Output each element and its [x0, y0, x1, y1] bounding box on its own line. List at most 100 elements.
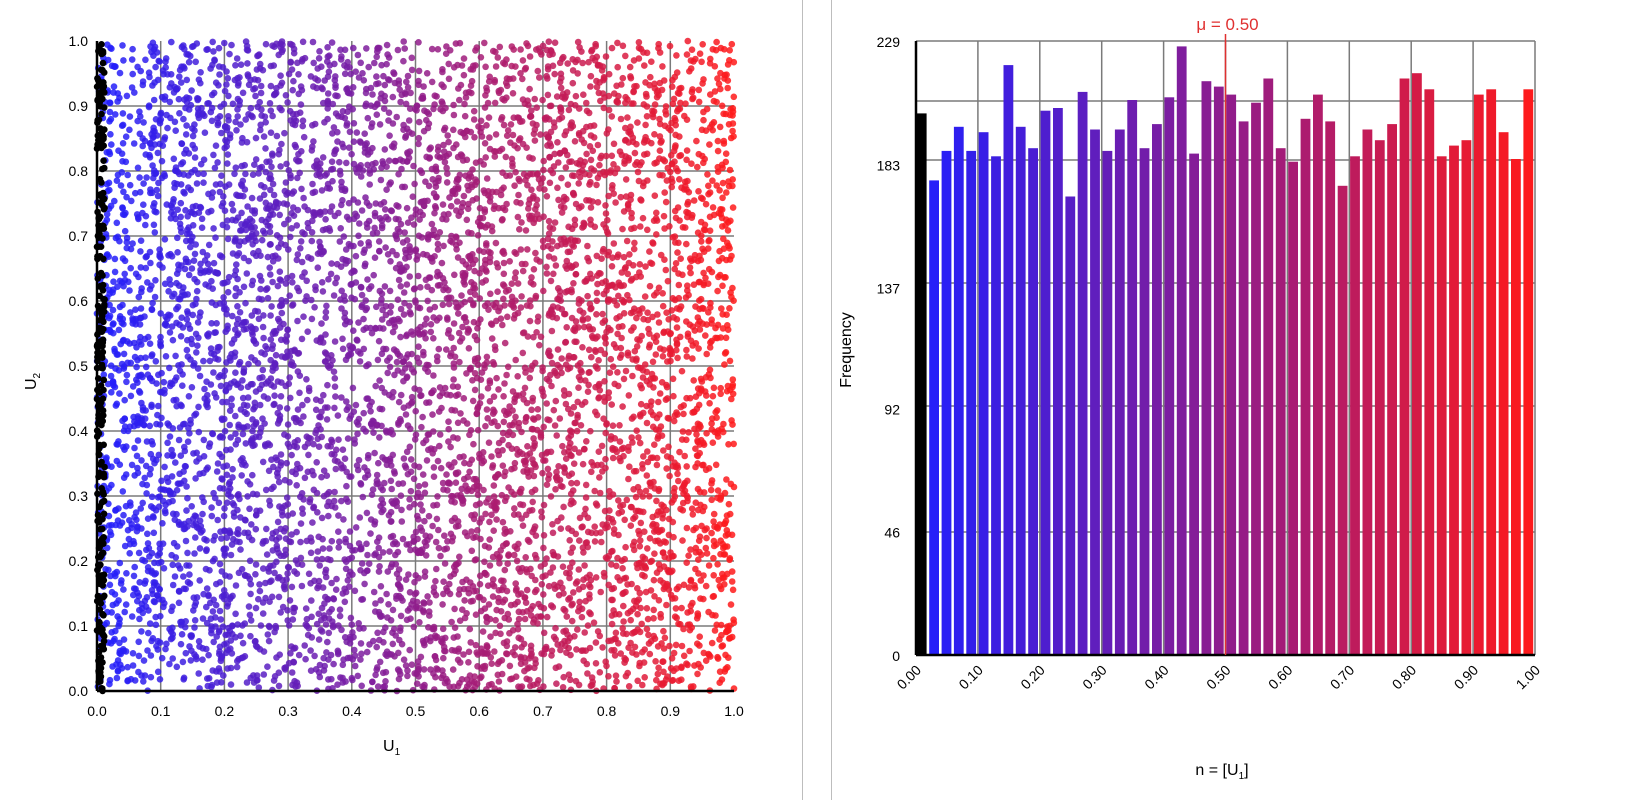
scatter-point [561, 464, 568, 471]
scatter-point [516, 392, 523, 399]
scatter-point [324, 639, 331, 646]
scatter-point [131, 564, 138, 571]
scatter-point [620, 630, 627, 637]
scatter-point [253, 526, 260, 533]
scatter-point [197, 69, 204, 76]
scatter-point [120, 140, 127, 147]
scatter-point [433, 539, 440, 546]
scatter-point [379, 385, 386, 392]
scatter-point [663, 103, 670, 110]
scatter-point [576, 586, 583, 593]
scatter-point [224, 279, 231, 286]
scatter-point [286, 374, 293, 381]
scatter-point [461, 597, 468, 604]
scatter-point [137, 505, 144, 512]
scatter-point [699, 462, 706, 469]
scatter-point [503, 650, 510, 657]
scatter-point [318, 434, 325, 441]
scatter-point [296, 652, 303, 659]
scatter-point [717, 385, 724, 392]
scatter-point [159, 655, 166, 662]
scatter-point [597, 589, 604, 596]
scatter-point [647, 559, 654, 566]
scatter-point [298, 148, 305, 155]
scatter-point [470, 398, 477, 405]
scatter-point [655, 671, 662, 678]
scatter-point [678, 676, 685, 683]
scatter-point [180, 116, 187, 123]
scatter-point [654, 435, 661, 442]
scatter-point [683, 347, 690, 354]
scatter-point [679, 643, 686, 650]
scatter-point [257, 127, 264, 134]
scatter-point [326, 609, 333, 616]
scatter-point [331, 405, 338, 412]
scatter-point [440, 591, 447, 598]
scatter-point [141, 475, 148, 482]
scatter-point [602, 456, 609, 463]
scatter-point [449, 647, 456, 654]
scatter-point [411, 221, 418, 228]
scatter-point [518, 219, 525, 226]
scatter-point [387, 364, 394, 371]
scatter-point [248, 354, 255, 361]
scatter-point [673, 605, 680, 612]
scatter-point [546, 583, 553, 590]
scatter-point [536, 342, 543, 349]
scatter-point [358, 596, 365, 603]
scatter-point [564, 613, 571, 620]
scatter-point [148, 674, 155, 681]
scatter-point [185, 51, 192, 58]
scatter-point [554, 93, 561, 100]
scatter-point [395, 296, 402, 303]
scatter-point [338, 263, 345, 270]
scatter-point [660, 447, 667, 454]
scatter-point [710, 439, 717, 446]
scatter-point [684, 353, 691, 360]
scatter-point [706, 562, 713, 569]
scatter-point [551, 634, 558, 641]
scatter-point [115, 597, 122, 604]
scatter-point [661, 256, 668, 263]
scatter-point [403, 333, 410, 340]
scatter-point [683, 463, 690, 470]
scatter-point [191, 257, 198, 264]
scatter-point [637, 537, 644, 544]
scatter-point [187, 325, 194, 332]
scatter-point [607, 369, 614, 376]
scatter-point [540, 545, 547, 552]
scatter-point [145, 334, 152, 341]
scatter-point [229, 313, 236, 320]
scatter-point [151, 530, 158, 537]
scatter-point [301, 642, 308, 649]
scatter-point [224, 462, 231, 469]
scatter-point [588, 73, 595, 80]
scatter-point [143, 213, 150, 220]
scatter-point [228, 681, 235, 688]
scatter-point [493, 63, 500, 70]
scatter-point [412, 408, 419, 415]
scatter-point [385, 568, 392, 575]
scatter-point [320, 227, 327, 234]
scatter-point [418, 424, 425, 431]
scatter-point [243, 440, 250, 447]
scatter-point [555, 463, 562, 470]
scatter-point [563, 164, 570, 171]
scatter-point [180, 659, 187, 666]
scatter-point [322, 314, 329, 321]
scatter-point [121, 609, 128, 616]
scatter-point [603, 53, 610, 60]
scatter-point [213, 668, 220, 675]
scatter-point [306, 388, 313, 395]
scatter-point [211, 329, 218, 336]
scatter-point [282, 242, 289, 249]
scatter-point [535, 68, 542, 75]
scatter-point [508, 466, 515, 473]
scatter-point [297, 539, 304, 546]
scatter-point [699, 41, 706, 48]
scatter-point [430, 372, 437, 379]
scatter-point [309, 181, 316, 188]
scatter-point [557, 364, 564, 371]
scatter-point [231, 336, 238, 343]
scatter-point [453, 233, 460, 240]
